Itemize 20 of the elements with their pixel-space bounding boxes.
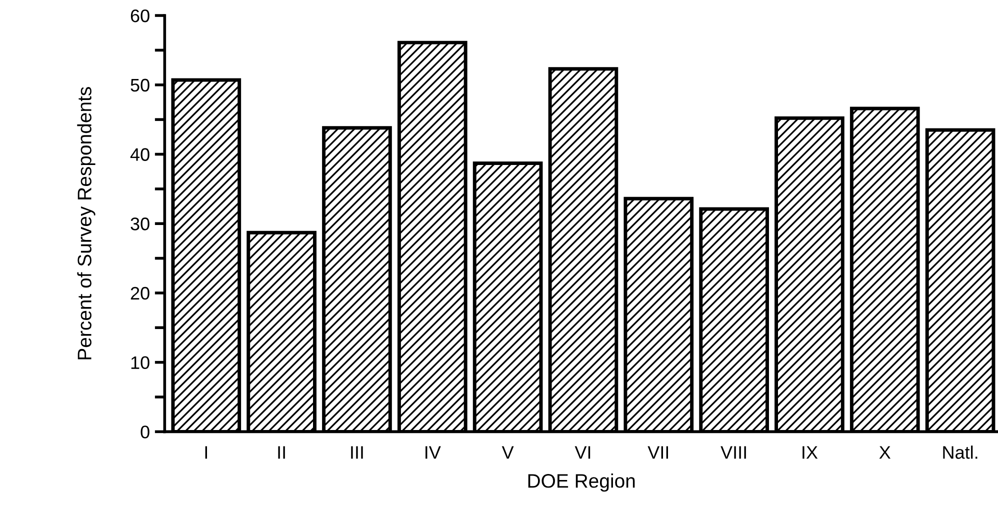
x-tick-label: VII	[648, 446, 668, 459]
y-tick-label: 30	[130, 218, 150, 230]
x-tick-label: X	[879, 446, 891, 459]
x-tick-label: III	[351, 446, 363, 459]
x-tick-label: V	[502, 446, 514, 459]
y-tick-label: 60	[130, 9, 150, 22]
y-axis-title: Percent of Survey Respondents	[77, 87, 96, 360]
y-tick-label: 0	[140, 426, 150, 438]
x-tick-label: VIII	[720, 446, 746, 459]
x-tick-label: VI	[574, 446, 590, 459]
y-tick-label: 40	[130, 148, 150, 161]
x-tick-label: IX	[802, 446, 818, 459]
y-tick-label: 50	[130, 78, 150, 92]
x-tick-label: IV	[426, 446, 441, 459]
x-tick-label: Natl.	[943, 446, 978, 459]
x-tick-label: I	[205, 446, 207, 459]
y-tick-label: 20	[130, 286, 150, 300]
x-tick-label: II	[278, 446, 285, 459]
y-tick-label: 10	[131, 356, 150, 370]
x-axis-title: DOE Region	[528, 474, 635, 492]
